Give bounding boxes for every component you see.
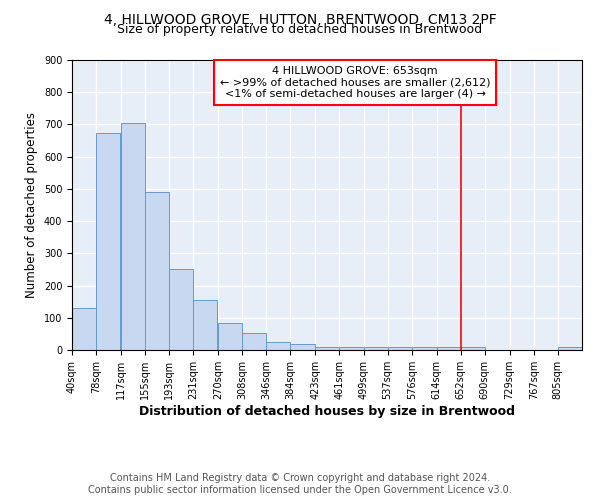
Bar [96,132,120,350]
Y-axis label: Number of detached properties: Number of detached properties [25,112,38,298]
Bar [242,333,266,350]
Bar [315,347,340,350]
Bar [437,348,461,350]
Bar [290,344,314,350]
Bar [72,308,96,350]
Bar [364,347,388,350]
Bar [121,123,145,350]
Bar [218,322,242,350]
Bar [558,348,582,350]
Text: 4 HILLWOOD GROVE: 653sqm
← >99% of detached houses are smaller (2,612)
<1% of se: 4 HILLWOOD GROVE: 653sqm ← >99% of detac… [220,66,490,99]
Bar [266,342,290,350]
Text: 4, HILLWOOD GROVE, HUTTON, BRENTWOOD, CM13 2PF: 4, HILLWOOD GROVE, HUTTON, BRENTWOOD, CM… [104,12,496,26]
X-axis label: Distribution of detached houses by size in Brentwood: Distribution of detached houses by size … [139,404,515,417]
Bar [169,270,193,350]
Bar [193,300,217,350]
Text: Contains HM Land Registry data © Crown copyright and database right 2024.
Contai: Contains HM Land Registry data © Crown c… [88,474,512,495]
Bar [145,192,169,350]
Bar [461,348,485,350]
Bar [412,348,437,350]
Text: Size of property relative to detached houses in Brentwood: Size of property relative to detached ho… [118,22,482,36]
Bar [388,348,412,350]
Bar [340,347,364,350]
